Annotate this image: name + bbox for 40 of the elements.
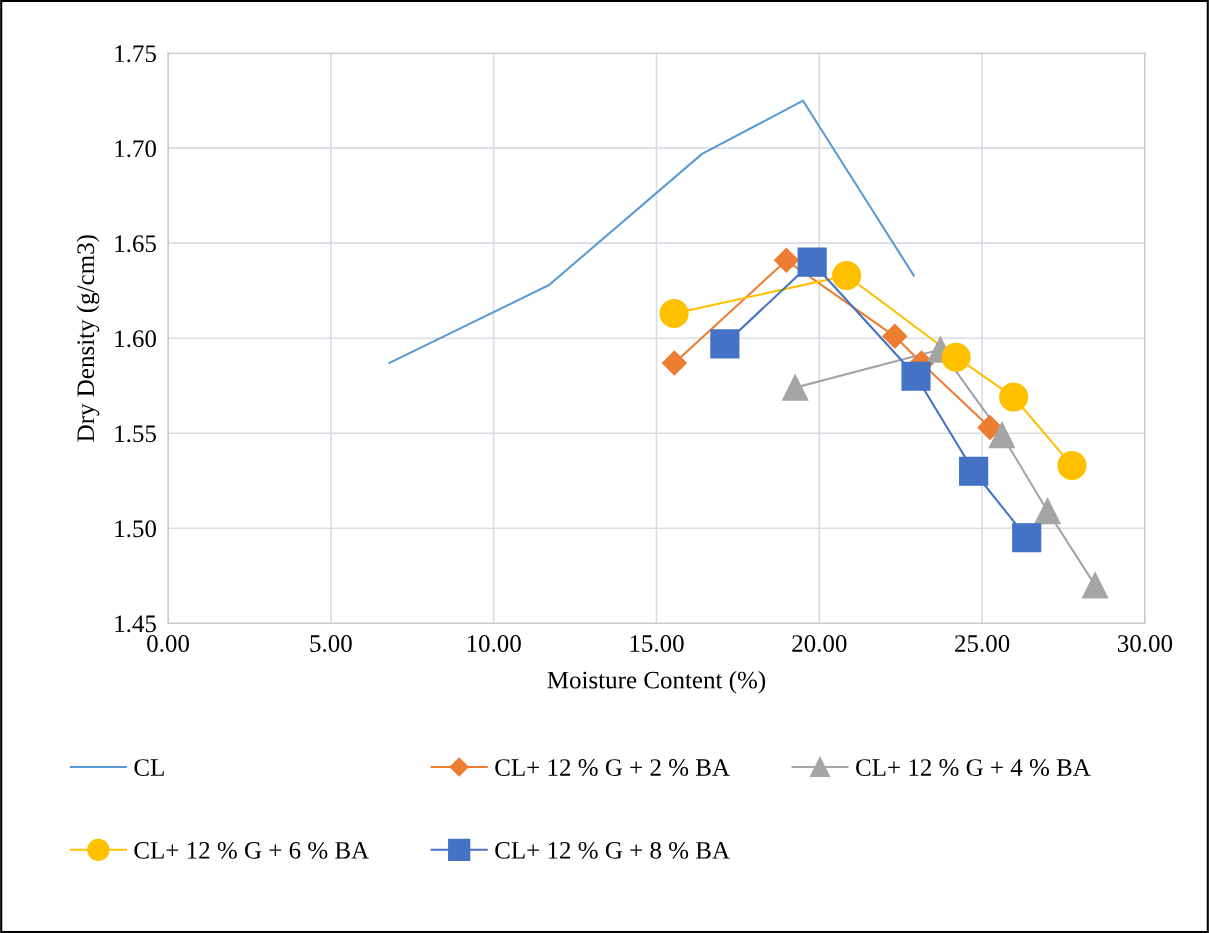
point bbox=[988, 421, 1016, 449]
x-axis-title: Moisture Content (%) bbox=[547, 670, 766, 694]
point bbox=[710, 329, 740, 359]
point bbox=[941, 342, 971, 372]
point bbox=[977, 415, 1003, 441]
point bbox=[999, 382, 1029, 412]
x-tick-label: 10.00 bbox=[467, 635, 521, 653]
legend-label: CL+ 12 % G + 8 % BA bbox=[495, 841, 730, 859]
y-tick-label: 1.55 bbox=[115, 425, 156, 443]
y-tick-label: 1.75 bbox=[115, 45, 156, 63]
y-tick-label: 1.50 bbox=[115, 520, 156, 538]
point bbox=[782, 374, 809, 401]
point bbox=[882, 323, 908, 349]
legend-label: CL+ 12 % G + 4 % BA bbox=[856, 759, 1091, 777]
legend-label: CL+ 12 % G + 2 % BA bbox=[495, 759, 730, 777]
point bbox=[1081, 572, 1109, 599]
point bbox=[832, 260, 862, 291]
point bbox=[959, 456, 989, 486]
point bbox=[797, 247, 827, 277]
point bbox=[1012, 523, 1042, 553]
line-series bbox=[388, 99, 915, 364]
y-tick-label: 1.65 bbox=[115, 235, 156, 253]
y-tick-label: 1.60 bbox=[115, 330, 156, 348]
legend-label: CL+ 12 % G + 6 % BA bbox=[134, 841, 369, 859]
y-tick-label: 1.70 bbox=[115, 140, 156, 158]
x-tick-label: 25.00 bbox=[955, 635, 1010, 653]
point bbox=[773, 247, 799, 273]
point bbox=[659, 298, 689, 329]
x-tick-label: 0.00 bbox=[147, 635, 189, 653]
x-tick-label: 20.00 bbox=[792, 635, 847, 653]
legend-label: CL bbox=[134, 759, 164, 776]
x-tick-label: 5.00 bbox=[310, 635, 352, 653]
point bbox=[1034, 497, 1061, 525]
x-tick-label: 30.00 bbox=[1117, 635, 1173, 653]
y-tick-label: 1.45 bbox=[115, 615, 156, 633]
y-axis-title: Dry Density (g/cm3) bbox=[76, 235, 100, 442]
point bbox=[1057, 450, 1087, 481]
x-tick-label: 15.00 bbox=[630, 635, 684, 653]
point bbox=[901, 361, 931, 391]
point bbox=[661, 350, 687, 376]
